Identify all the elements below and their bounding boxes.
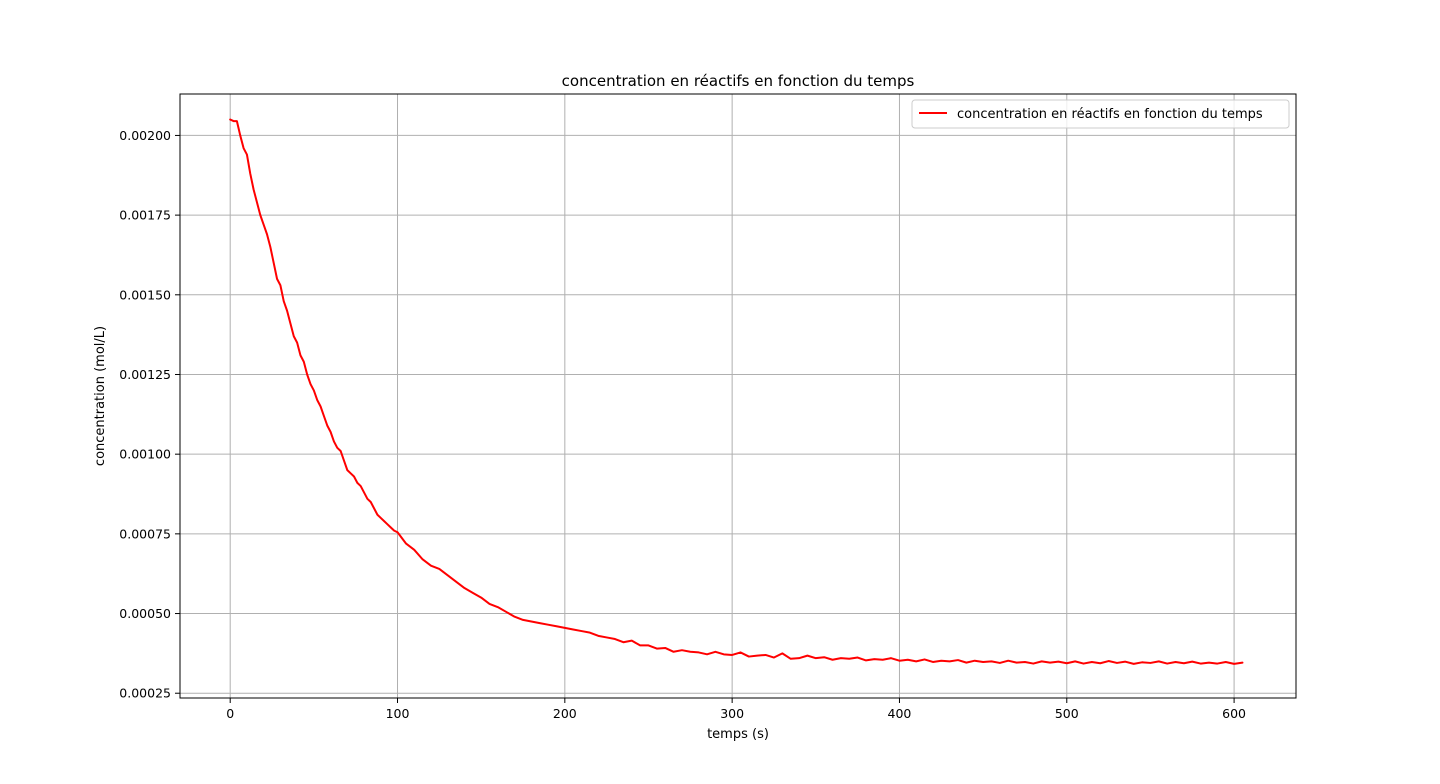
x-tick-label: 300 [720,706,744,721]
y-tick-label: 0.00075 [119,526,171,541]
legend: concentration en réactifs en fonction du… [911,99,1290,129]
y-tick-label: 0.00175 [119,208,171,223]
chart-title: concentration en réactifs en fonction du… [562,72,915,90]
x-tick-label: 500 [1055,706,1079,721]
y-tick-label: 0.00100 [119,447,171,462]
legend-box [911,99,1290,129]
plot-frame [179,93,1297,699]
x-tick-label: 0 [226,706,234,721]
x-tick-label: 400 [888,706,912,721]
grid-lines [180,94,1296,698]
y-tick-label: 0.00050 [119,606,171,621]
x-tick-label: 100 [386,706,410,721]
axis-ticks: 0 100 200 300 400 500 600 0.00025 0.00050 0.00075… [119,128,1246,721]
x-tick-label: 600 [1222,706,1246,721]
y-tick-label: 0.00150 [119,287,171,302]
y-tick-label: 0.00200 [119,128,171,143]
y-tick-label: 0.00125 [119,367,171,382]
series-line [229,118,1244,665]
y-tick-label: 0.00025 [119,686,171,701]
legend-label: concentration en réactifs en fonction du… [957,107,1263,122]
x-axis-label: temps (s) [707,727,769,742]
series-layer [229,118,1244,665]
y-axis-label: concentration (mol/L) [93,326,108,466]
x-tick-label: 200 [553,706,577,721]
